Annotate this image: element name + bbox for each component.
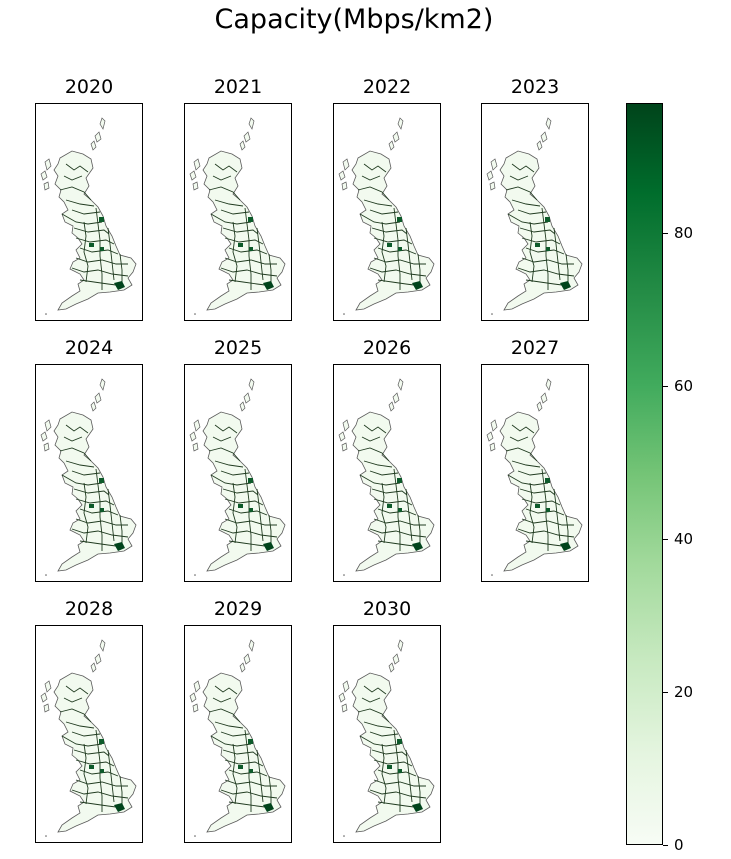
colorbar-tick-mark (663, 539, 668, 540)
colorbar-tick-label: 20 (674, 683, 694, 701)
great-britain-map (189, 639, 286, 837)
panel-title-2021: 2021 (213, 76, 263, 98)
map-panel-2025 (184, 364, 292, 582)
colorbar-tick-label: 80 (674, 224, 694, 242)
colorbar-tick-mark (663, 692, 668, 693)
map-panel-2024 (35, 364, 143, 582)
great-britain-map (338, 117, 435, 315)
colorbar-tick-mark (663, 233, 668, 234)
colorbar-tick-label: 0 (674, 836, 684, 854)
panel-title-2026: 2026 (362, 337, 412, 359)
colorbar-tick-label: 60 (674, 377, 694, 395)
panel-title-2023: 2023 (510, 76, 560, 98)
panel-title-2022: 2022 (362, 76, 412, 98)
great-britain-map (40, 378, 137, 576)
great-britain-map (486, 117, 583, 315)
great-britain-map (338, 639, 435, 837)
panel-title-2025: 2025 (213, 337, 263, 359)
great-britain-map (40, 639, 137, 837)
great-britain-map (486, 378, 583, 576)
map-panel-2026 (333, 364, 441, 582)
map-panel-2029 (184, 625, 292, 843)
great-britain-map (338, 378, 435, 576)
panel-title-2020: 2020 (64, 76, 114, 98)
great-britain-map (189, 117, 286, 315)
map-panel-2027 (481, 364, 589, 582)
colorbar-tick-mark (663, 845, 668, 846)
map-panel-2021 (184, 103, 292, 321)
map-panel-2020 (35, 103, 143, 321)
panel-title-2024: 2024 (64, 337, 114, 359)
colorbar-tick-label: 40 (674, 530, 694, 548)
map-panel-2030 (333, 625, 441, 843)
panel-title-2028: 2028 (64, 598, 114, 620)
panel-title-2027: 2027 (510, 337, 560, 359)
map-panel-2028 (35, 625, 143, 843)
great-britain-map (189, 378, 286, 576)
panel-title-2029: 2029 (213, 598, 263, 620)
figure-title: Capacity(Mbps/km2) (214, 4, 494, 35)
colorbar-tick-mark (663, 386, 668, 387)
great-britain-map (40, 117, 137, 315)
map-panel-2022 (333, 103, 441, 321)
map-panel-2023 (481, 103, 589, 321)
panel-title-2030: 2030 (362, 598, 412, 620)
colorbar (626, 103, 663, 845)
